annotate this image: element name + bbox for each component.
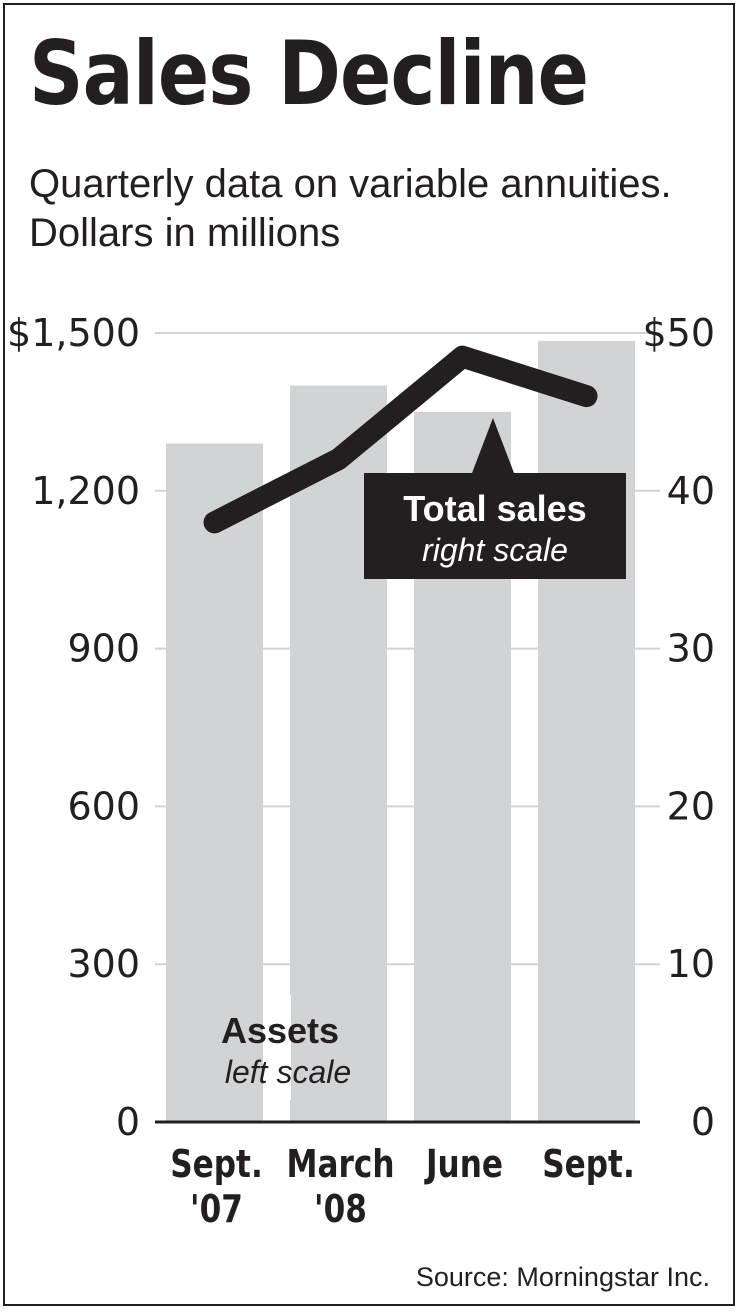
- chart-title: Sales Decline: [29, 22, 589, 125]
- right-tick-label-4: 40: [667, 469, 715, 513]
- left-tick-label-1: 300: [67, 942, 140, 986]
- right-tick-label-0: 0: [691, 1100, 715, 1144]
- axes: 0 300 600 900 1,200 $1,500 0 10 20 30 40 $50: [7, 311, 715, 1144]
- category-label-3-0: Sept.: [542, 1143, 635, 1187]
- left-tick-label-5: $1,500: [7, 311, 140, 355]
- total-sales-series-name: Total sales: [403, 488, 586, 529]
- assets-annotation: Assets left scale: [221, 995, 351, 1100]
- source-credit: Source: Morningstar Inc.: [415, 1262, 710, 1292]
- category-label-0-0: Sept.: [170, 1143, 263, 1187]
- right-tick-label-2: 20: [667, 784, 715, 828]
- left-tick-label-2: 600: [67, 784, 140, 828]
- chart-subtitle: Quarterly data on variable annuities. Do…: [29, 162, 672, 255]
- right-tick-label-5: $50: [642, 311, 715, 355]
- total-sales-line: [203, 345, 598, 534]
- category-label-0-1: '07: [190, 1188, 243, 1232]
- assets-label-background: [263, 995, 291, 1100]
- category-label-1-1: '08: [314, 1188, 367, 1232]
- total-sales-series-scale: right scale: [422, 532, 568, 568]
- assets-series-name: Assets: [221, 1010, 339, 1051]
- right-tick-label-1: 10: [667, 942, 715, 986]
- total-sales-callout-box: [364, 418, 626, 579]
- total-sales-callout: Total sales right scale: [364, 418, 626, 579]
- assets-bar-0: [166, 443, 263, 1123]
- bars: [166, 340, 635, 1123]
- assets-bar-3: [538, 340, 635, 1122]
- left-tick-label-3: 900: [67, 627, 140, 671]
- right-tick-label-3: 30: [667, 627, 715, 671]
- category-label-1-0: March: [286, 1143, 394, 1187]
- left-tick-label-4: 1,200: [31, 469, 140, 513]
- left-tick-label-0: 0: [116, 1100, 140, 1144]
- assets-series-scale: left scale: [225, 1054, 351, 1090]
- category-label-2-0: June: [424, 1143, 503, 1187]
